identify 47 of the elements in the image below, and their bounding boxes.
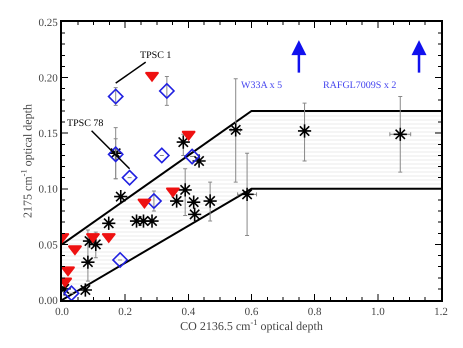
annotation: TPSC 78 [67, 118, 104, 129]
x-tick-label: 1.2 [434, 306, 448, 318]
point [122, 170, 138, 186]
point [112, 252, 128, 268]
point [166, 187, 180, 198]
y-tick-label: 0.20 [38, 72, 58, 84]
x-tick-label: 0.2 [118, 306, 132, 318]
point [64, 285, 80, 300]
point [144, 72, 160, 82]
x-axis-title: CO 2136.5 cm$^{-1}$ optical depth [180, 318, 323, 334]
annotation: W33A x 5 [241, 80, 282, 91]
point [146, 193, 162, 209]
x-tick-label: 0.6 [244, 306, 259, 318]
x-tick-label: 0.8 [308, 306, 322, 318]
y-tick-label: 0.15 [38, 128, 58, 140]
point [62, 266, 76, 276]
point [68, 245, 82, 256]
point [184, 148, 200, 164]
point [202, 194, 218, 208]
annotation: TPSC 1 [140, 50, 172, 61]
point [144, 214, 160, 228]
y-tick-label: 0.10 [38, 184, 58, 196]
y-tick-label: 0.25 [38, 16, 58, 29]
y-tick-label: 0.00 [38, 294, 58, 307]
point [158, 82, 175, 99]
point [228, 122, 244, 138]
x-tick-label: 1.0 [370, 306, 386, 318]
point [80, 254, 96, 270]
point [392, 126, 408, 142]
point [182, 130, 196, 141]
x-tick-label: 0.0 [55, 306, 70, 318]
x-tick-label: 0.4 [181, 306, 196, 318]
point [192, 154, 206, 168]
point [78, 282, 93, 298]
y-tick-label: 0.05 [38, 239, 58, 252]
point [113, 189, 128, 204]
point [154, 147, 170, 164]
point [101, 216, 116, 231]
point [178, 182, 193, 198]
point [176, 134, 191, 150]
point [108, 88, 124, 104]
point [297, 124, 312, 138]
point [240, 186, 254, 202]
annotation: RAFGL7009S x 2 [323, 80, 396, 91]
point [169, 194, 184, 208]
point [187, 206, 202, 222]
point [186, 194, 202, 210]
